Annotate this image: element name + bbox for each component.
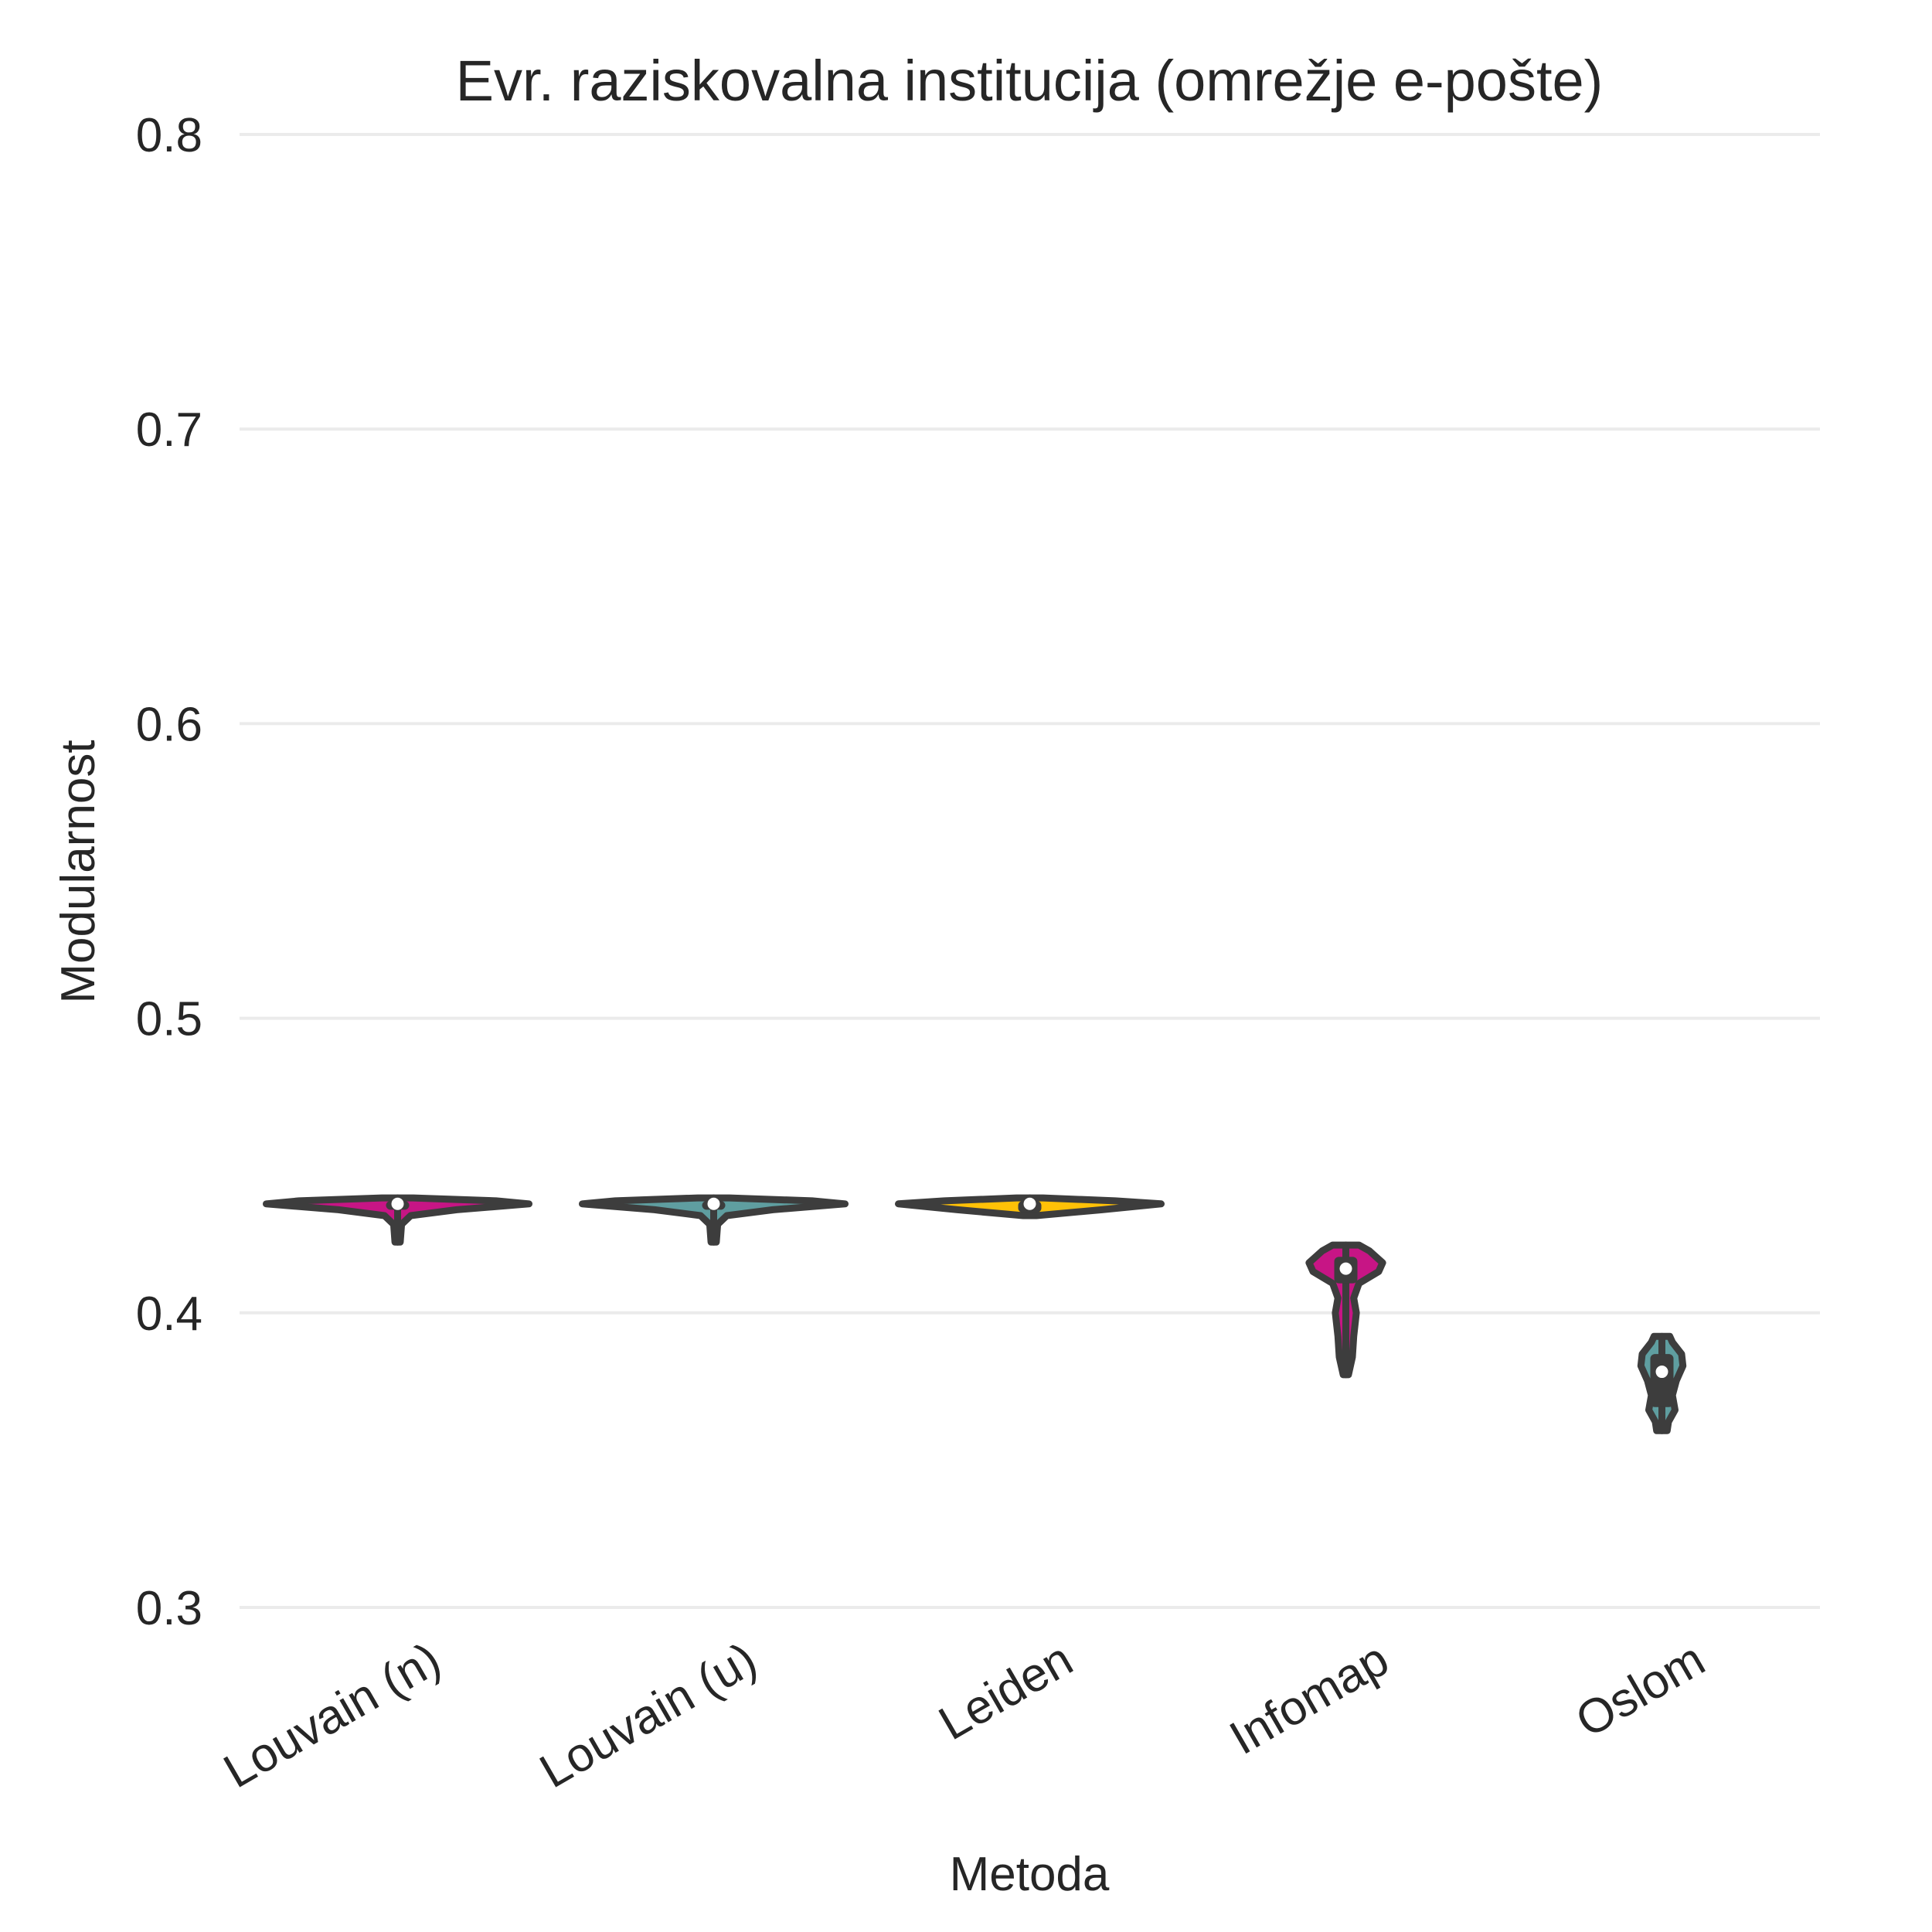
y-tick-label: 0.5 [136,993,202,1046]
violins [263,1194,1687,1434]
x-axis-label: Metoda [950,1848,1110,1901]
x-tick-label: Oslom [1567,1632,1714,1747]
violin-group [895,1194,1165,1219]
violin-median [707,1197,720,1210]
y-tick-label: 0.6 [136,698,202,751]
y-tick-label: 0.4 [136,1287,202,1341]
x-tick-label: Leiden [930,1632,1082,1750]
x-tick-label: Infomap [1221,1632,1398,1765]
violin-group [263,1194,532,1246]
grid-lines [240,133,1820,1609]
y-tick-label: 0.8 [136,109,202,162]
violin-iqr-box [1650,1354,1674,1407]
y-axis-label: Modularnost [52,740,105,1003]
violin-median [1655,1366,1668,1379]
y-tick-labels: 0.3 0.4 0.5 0.6 0.7 0.8 [136,109,202,1635]
violin-median [1339,1262,1352,1275]
y-tick-label: 0.3 [136,1582,202,1635]
x-tick-labels: Louvain (n) Louvain (u) Leiden Infomap Oslom [215,1632,1713,1798]
x-tick-label: Louvain (n) [215,1632,449,1798]
x-tick-label: Louvain (u) [531,1632,765,1798]
violin-group [1305,1241,1386,1379]
violin-median [1023,1197,1036,1210]
chart-title: Evr. raziskovalna institucija (omrežje e… [456,49,1604,113]
violin-group [579,1194,849,1246]
violin-group [1637,1332,1687,1434]
y-tick-label: 0.7 [136,403,202,457]
violin-median [391,1197,404,1210]
